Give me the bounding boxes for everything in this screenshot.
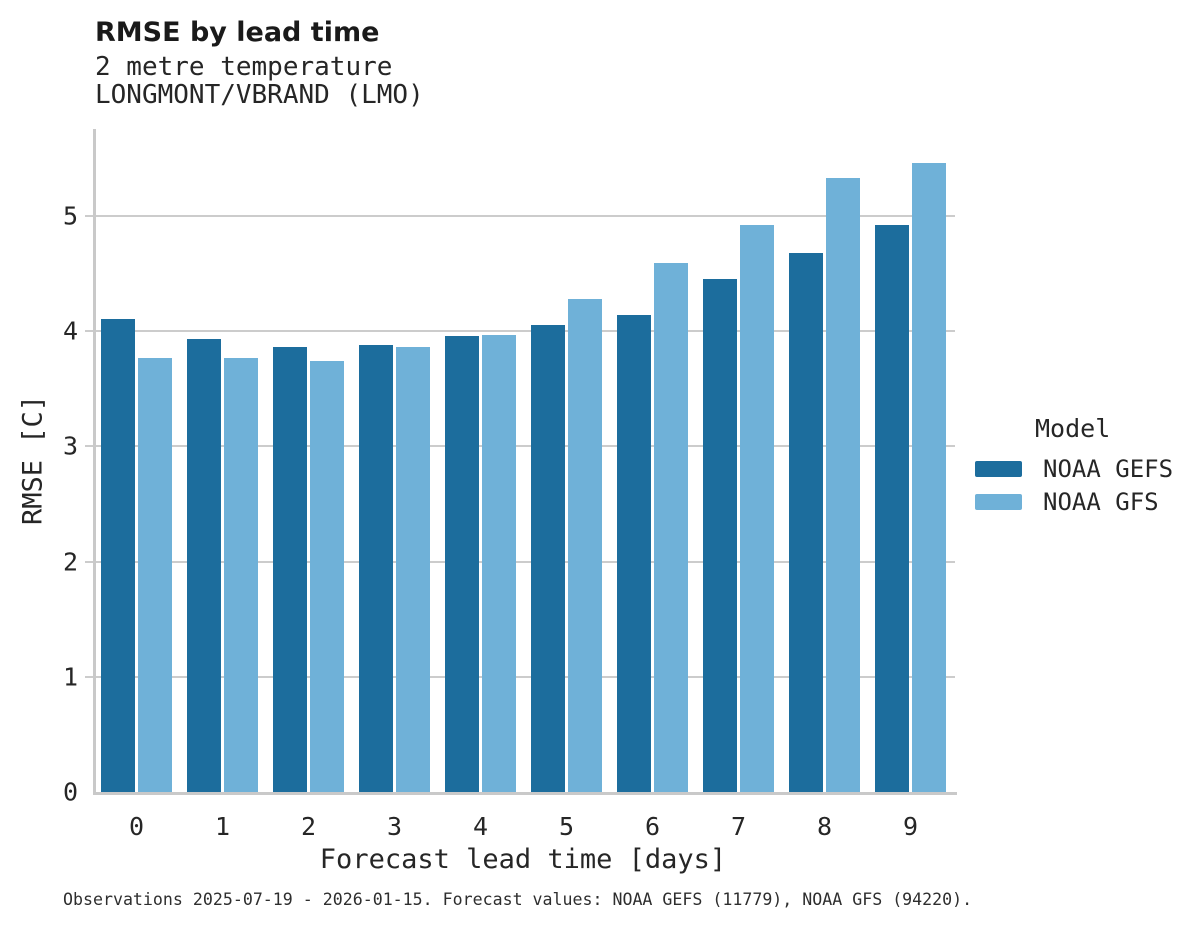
y-tick-label-4: 4 <box>62 316 78 346</box>
bar-noaa-gefs-day-9 <box>875 225 909 792</box>
bar-noaa-gefs-day-5 <box>531 325 565 792</box>
x-tick-label-3: 3 <box>386 812 403 841</box>
gridline-y-4 <box>85 330 955 333</box>
bar-noaa-gfs-day-4 <box>482 335 516 792</box>
gridline-y-2 <box>85 560 955 563</box>
bar-noaa-gefs-day-6 <box>617 315 651 792</box>
x-tick-label-1: 1 <box>214 812 231 841</box>
bar-noaa-gefs-day-2 <box>273 347 307 792</box>
bar-noaa-gefs-day-0 <box>101 319 135 792</box>
bar-noaa-gfs-day-6 <box>654 263 688 792</box>
legend-title: Model <box>1035 414 1111 443</box>
legend-swatch-noaa-gefs <box>975 461 1022 477</box>
x-tick-label-2: 2 <box>300 812 317 841</box>
y-axis-line <box>93 129 96 795</box>
x-tick-label-4: 4 <box>472 812 489 841</box>
bar-noaa-gefs-day-4 <box>445 336 479 792</box>
bar-noaa-gfs-day-2 <box>310 361 344 792</box>
bar-noaa-gfs-day-0 <box>138 358 172 792</box>
y-tick-label-0: 0 <box>62 777 78 807</box>
legend-swatch-noaa-gfs <box>975 494 1022 510</box>
x-tick-label-7: 7 <box>730 812 747 841</box>
x-axis-label: Forecast lead time [days] <box>319 844 727 875</box>
y-tick-label-2: 2 <box>62 547 78 577</box>
chart-title: RMSE by lead time <box>95 17 380 48</box>
x-tick-label-6: 6 <box>644 812 661 841</box>
y-tick-label-1: 1 <box>62 662 78 692</box>
legend-item-noaa-gefs: NOAA GEFS <box>975 455 1173 483</box>
legend-label-noaa-gfs: NOAA GFS <box>1043 488 1159 516</box>
bar-noaa-gefs-day-3 <box>359 345 393 792</box>
gridline-y-1 <box>85 675 955 678</box>
y-tick-label-3: 3 <box>62 431 78 461</box>
bar-noaa-gefs-day-7 <box>703 279 737 792</box>
gridline-y-5 <box>85 215 955 217</box>
bar-noaa-gfs-day-1 <box>224 358 258 792</box>
legend-item-noaa-gfs: NOAA GFS <box>975 488 1159 516</box>
bar-noaa-gfs-day-8 <box>826 178 860 792</box>
bar-noaa-gefs-day-8 <box>789 253 823 792</box>
x-tick-label-8: 8 <box>816 812 833 841</box>
chart-subtitle-variable: 2 metre temperature <box>95 52 393 82</box>
footnote-caption: Observations 2025-07-19 - 2026-01-15. Fo… <box>63 890 973 909</box>
gridline-y-3 <box>85 445 955 448</box>
x-tick-label-9: 9 <box>902 812 919 841</box>
chart-subtitle-station: LONGMONT/VBRAND (LMO) <box>95 80 424 110</box>
x-tick-label-5: 5 <box>558 812 575 841</box>
bar-noaa-gfs-day-3 <box>396 347 430 792</box>
legend-label-noaa-gefs: NOAA GEFS <box>1043 455 1174 483</box>
bar-noaa-gfs-day-7 <box>740 225 774 792</box>
bar-noaa-gfs-day-9 <box>912 163 946 792</box>
x-axis-line <box>93 792 957 795</box>
bar-noaa-gefs-day-1 <box>187 339 221 792</box>
y-tick-label-5: 5 <box>62 201 78 231</box>
x-tick-label-0: 0 <box>128 812 145 841</box>
bar-noaa-gfs-day-5 <box>568 299 602 792</box>
